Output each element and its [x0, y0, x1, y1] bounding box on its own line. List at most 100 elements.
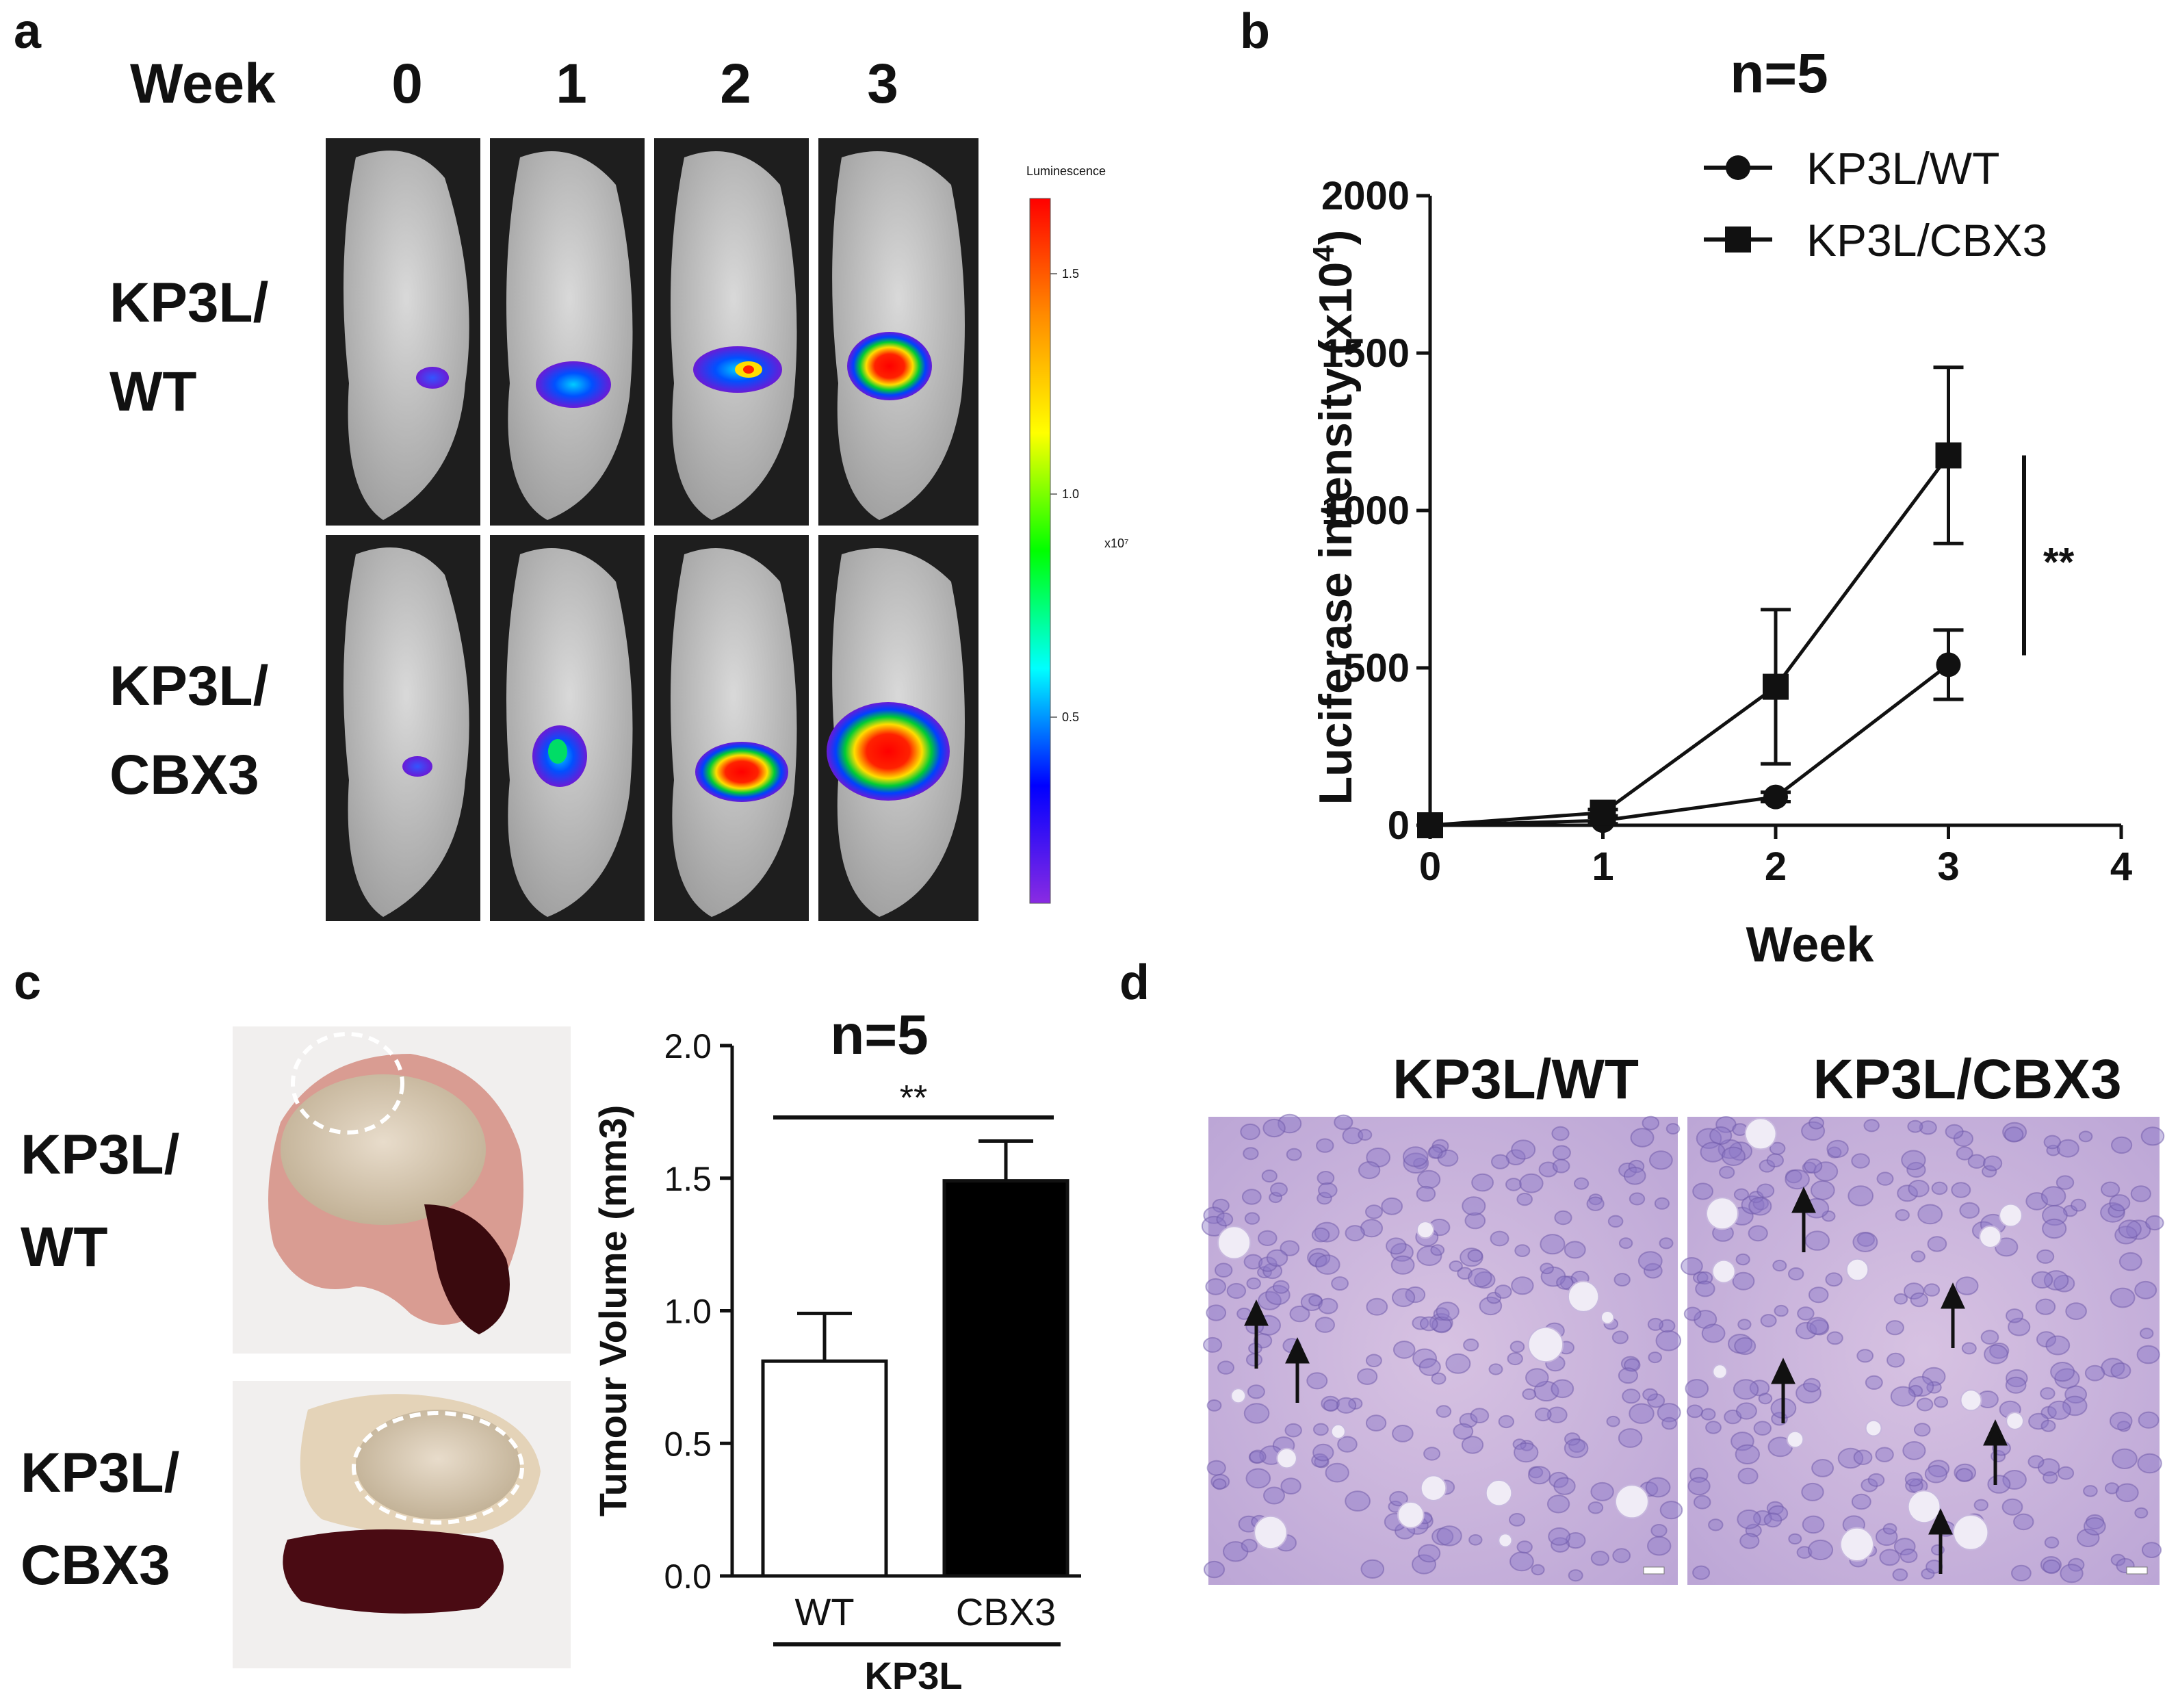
- y-tick-label-2: 1000: [1321, 489, 1410, 533]
- cell-nucleus: [1494, 1284, 1512, 1299]
- cell-nucleus: [2053, 1274, 2075, 1293]
- cell-nucleus: [2101, 1181, 2121, 1198]
- mouse-image-wt-week1: [490, 138, 645, 526]
- cell-nucleus: [1586, 1196, 1605, 1211]
- data-point: [1936, 652, 1961, 677]
- cell-nucleus: [1851, 1153, 1870, 1169]
- cell-nucleus: [1811, 1459, 1835, 1477]
- cell-nucleus: [1509, 1551, 1534, 1572]
- cell-nucleus: [1249, 1449, 1267, 1464]
- cell-nucleus: [1552, 1145, 1571, 1161]
- cell-nucleus: [1733, 1188, 1750, 1201]
- cell-nucleus: [2110, 1287, 2136, 1308]
- cell-nucleus: [1366, 1297, 1388, 1316]
- cell-nucleus: [1758, 1393, 1773, 1405]
- cell-nucleus: [1973, 1499, 1989, 1512]
- vacuole: [1330, 1423, 1346, 1440]
- cell-nucleus: [2060, 1564, 2084, 1583]
- cell-nucleus: [1418, 1544, 1441, 1563]
- cell-nucleus: [1701, 1323, 1726, 1343]
- cell-nucleus: [1467, 1249, 1483, 1263]
- cell-nucleus: [1926, 1381, 1942, 1394]
- cell-nucleus: [1882, 1523, 1897, 1535]
- cell-nucleus: [2137, 1453, 2162, 1474]
- cell-nucleus: [1381, 1197, 1403, 1215]
- cell-nucleus: [2110, 1362, 2131, 1380]
- cell-nucleus: [2109, 1194, 2131, 1212]
- y-tick-label-0: 0.0: [664, 1557, 712, 1596]
- cell-nucleus: [1867, 1473, 1885, 1487]
- cell-nucleus: [1243, 1254, 1263, 1270]
- cell-nucleus: [1756, 1183, 1775, 1198]
- cell-nucleus: [1709, 1126, 1733, 1145]
- cell-nucleus: [1686, 1404, 1703, 1419]
- vacuole: [1485, 1479, 1513, 1507]
- cell-nucleus: [1568, 1569, 1583, 1582]
- tumour-photo-cbx3: [233, 1381, 571, 1668]
- significance-label: **: [2043, 541, 2075, 585]
- week-3-label: 3: [867, 53, 898, 115]
- cell-nucleus: [1802, 1515, 1825, 1534]
- y-tick-label-1: 500: [1343, 646, 1410, 690]
- vacuole: [1839, 1527, 1874, 1562]
- cell-nucleus: [1856, 1349, 1874, 1363]
- cell-nucleus: [1247, 1384, 1265, 1399]
- significance-label: **: [900, 1078, 927, 1118]
- data-point: [1763, 673, 1789, 700]
- vacuole: [1276, 1447, 1297, 1469]
- cell-nucleus: [2078, 1130, 2093, 1143]
- cell-nucleus: [1525, 1368, 1549, 1388]
- cell-nucleus: [1431, 1372, 1447, 1385]
- cell-nucleus: [2011, 1564, 2032, 1581]
- cell-nucleus: [1509, 1341, 1525, 1354]
- panel-c-letter: c: [14, 955, 41, 1010]
- cell-nucleus: [2110, 1553, 2126, 1566]
- cell-nucleus: [1261, 1169, 1278, 1183]
- cell-nucleus: [1665, 1123, 1681, 1135]
- cell-nucleus: [1318, 1297, 1338, 1315]
- cell-nucleus: [1334, 1114, 1353, 1130]
- cell-nucleus: [1546, 1494, 1570, 1514]
- data-point: [1590, 799, 1616, 826]
- cell-nucleus: [1647, 1393, 1665, 1408]
- cell-nucleus: [1206, 1399, 1222, 1412]
- x-tick-label-4: 4: [2110, 844, 2132, 889]
- cell-nucleus: [1924, 1464, 1947, 1484]
- cell-nucleus: [1647, 1536, 1672, 1556]
- cell-nucleus: [1809, 1116, 1824, 1130]
- cell-nucleus: [1650, 1524, 1668, 1538]
- cell-nucleus: [1687, 1477, 1711, 1496]
- x-axis-title: Week: [1746, 918, 1875, 972]
- cell-nucleus: [1904, 1472, 1923, 1487]
- cell-nucleus: [1278, 1113, 1302, 1134]
- cell-nucleus: [1241, 1189, 1262, 1205]
- row1-label-line1: KP3L/: [109, 272, 268, 334]
- cell-nucleus: [1430, 1244, 1445, 1256]
- cell-nucleus: [1306, 1372, 1328, 1390]
- vacuole: [1600, 1310, 1615, 1325]
- luciferase-chart: 0 1 2 3 4 0 500 1000 1500 2000 Week Luciferase inte…: [1307, 143, 2132, 972]
- bar-wt: [761, 1359, 888, 1578]
- cell-nucleus: [1323, 1399, 1339, 1412]
- cell-nucleus: [1325, 1462, 1349, 1483]
- legend-marker: [1726, 155, 1750, 180]
- cell-nucleus: [1865, 1375, 1883, 1390]
- cell-nucleus: [1913, 1423, 1931, 1437]
- cell-nucleus: [1735, 1402, 1757, 1420]
- cell-nucleus: [1262, 1118, 1286, 1138]
- cell-nucleus: [1468, 1267, 1492, 1288]
- cell-nucleus: [2057, 1466, 2075, 1480]
- cell-nucleus: [1753, 1421, 1772, 1436]
- cell-nucleus: [2104, 1482, 2120, 1494]
- cell-nucleus: [2056, 1175, 2075, 1190]
- cell-nucleus: [1853, 1449, 1873, 1465]
- cell-nucleus: [1642, 1115, 1660, 1130]
- cell-nucleus: [1436, 1302, 1460, 1321]
- cell-nucleus: [2006, 1369, 2028, 1388]
- cell-nucleus: [1243, 1403, 1270, 1424]
- colorbar-title: Luminescence: [1026, 164, 1106, 178]
- cell-nucleus: [1804, 1230, 1830, 1251]
- cell-nucleus: [1955, 1276, 1979, 1295]
- cell-nucleus: [1345, 1225, 1365, 1242]
- cell-nucleus: [1766, 1153, 1785, 1167]
